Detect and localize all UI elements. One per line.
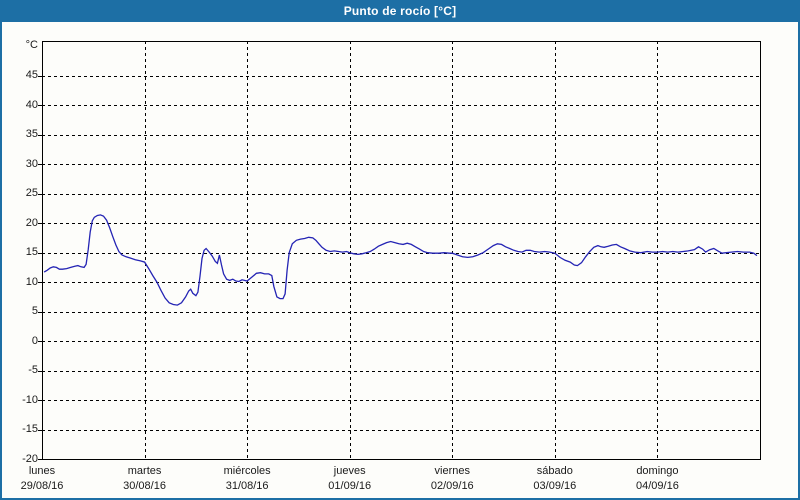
y-axis-tick-label: 0 [31,334,38,347]
y-axis-tick-label: -20 [22,452,38,465]
x-axis-day-label: martes [127,465,162,477]
x-axis-date-label: 04/09/16 [636,480,679,492]
x-axis-date-label: 29/08/16 [20,480,64,492]
y-axis-tick-label: -10 [22,393,38,406]
x-axis-date-label: 01/09/16 [328,480,372,492]
y-axis-tick-label: 20 [25,216,38,229]
x-axis-date-label: 30/08/16 [123,480,166,492]
x-axis-day-label: lunes [28,465,56,477]
y-axis-tick-label: 40 [25,98,38,111]
y-axis-tick-label: 35 [25,128,38,141]
x-axis-day-label: miércoles [223,465,271,477]
x-axis-date-label: 03/09/16 [533,480,577,492]
x-axis-day-label: jueves [333,465,366,477]
x-axis-date-label: 02/09/16 [430,480,474,492]
y-axis-tick-label: 15 [25,246,38,259]
chart-title: Punto de rocío [°C] [343,4,457,18]
y-axis-tick-label: -15 [22,423,38,436]
y-axis-tick-label: 5 [31,305,38,318]
x-axis-day-label: viernes [434,465,471,477]
x-axis-day-label: domingo [636,465,679,477]
x-axis-date-label: 31/08/16 [225,480,269,492]
plot-frame [42,41,761,460]
x-axis-day-label: sábado [536,465,573,477]
y-axis-tick-label: 45 [25,69,38,82]
y-axis-tick-label: 10 [25,275,38,288]
y-axis-tick-label: -5 [28,364,38,377]
y-axis-tick-label: 30 [25,157,38,170]
window-titlebar: Punto de rocío [°C] [0,0,800,22]
dew-point-line [43,214,758,306]
y-axis-unit-label: °C [25,39,38,51]
y-axis-tick-label: 25 [25,187,38,200]
